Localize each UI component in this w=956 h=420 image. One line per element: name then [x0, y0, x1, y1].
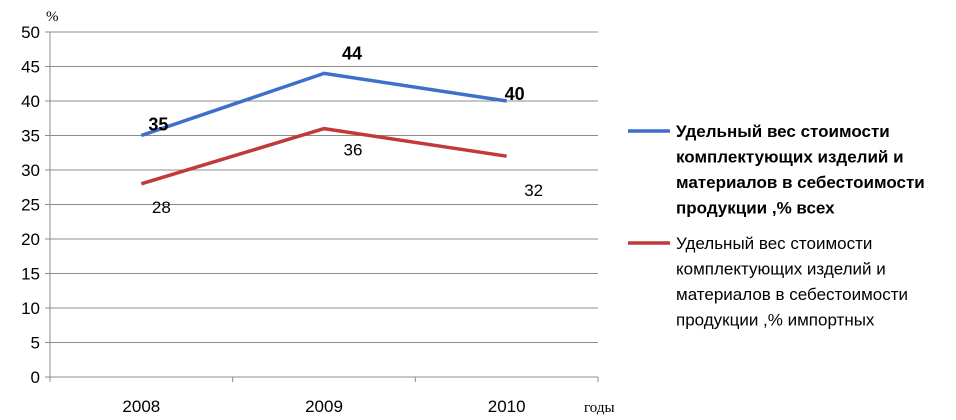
legend-entry-text: материалов в себестоимости: [676, 285, 908, 304]
y-tick-label: 35: [21, 127, 40, 146]
data-label: 36: [344, 141, 363, 160]
y-tick-label: 20: [21, 230, 40, 249]
series-line-2: [140, 126, 507, 186]
y-tick-label: 5: [31, 334, 40, 353]
series-line-1: [140, 71, 507, 138]
data-label: 40: [505, 84, 525, 104]
legend-entry-text: Удельный вес стоимости: [676, 234, 872, 253]
data-labels: 35 44 40 28 36 32: [148, 43, 543, 216]
y-tick-label: 25: [21, 196, 40, 215]
x-axis-label: годы: [584, 400, 615, 416]
y-tick-label: 40: [21, 92, 40, 111]
x-tick-labels: 2008 2009 2010: [122, 397, 525, 416]
series-group: [140, 71, 507, 186]
data-label: 28: [152, 198, 171, 217]
legend-entry-text: продукции ,% всех: [676, 199, 835, 218]
data-label: 32: [524, 181, 543, 200]
chart-axes: [45, 31, 599, 382]
legend-entry-text: комплектующих изделий и: [676, 260, 886, 279]
y-tick-label: 45: [21, 58, 40, 77]
grid-lines: [50, 31, 598, 343]
x-tick-label: 2008: [122, 397, 160, 416]
y-tick-label: 0: [31, 368, 40, 387]
data-label: 44: [342, 43, 362, 63]
legend-entry-text: продукции ,% импортных: [676, 311, 875, 330]
x-tick-label: 2009: [305, 397, 343, 416]
y-tick-label: 50: [21, 23, 40, 42]
data-label: 35: [148, 115, 168, 135]
legend-entry-text: материалов в себестоимости: [676, 173, 925, 192]
y-tick-label: 10: [21, 299, 40, 318]
legend-entry-text: комплектующих изделий и: [676, 148, 904, 167]
legend: Удельный вес стоимости комплектующих изде…: [628, 122, 925, 330]
y-tick-labels: 0 5 10 15 20 25 30 35 40 45 50: [21, 23, 40, 387]
y-tick-label: 15: [21, 265, 40, 284]
y-tick-label: 30: [21, 161, 40, 180]
legend-entry-text: Удельный вес стоимости: [676, 122, 890, 141]
y-axis-label: %: [46, 9, 59, 25]
x-tick-label: 2010: [488, 397, 526, 416]
